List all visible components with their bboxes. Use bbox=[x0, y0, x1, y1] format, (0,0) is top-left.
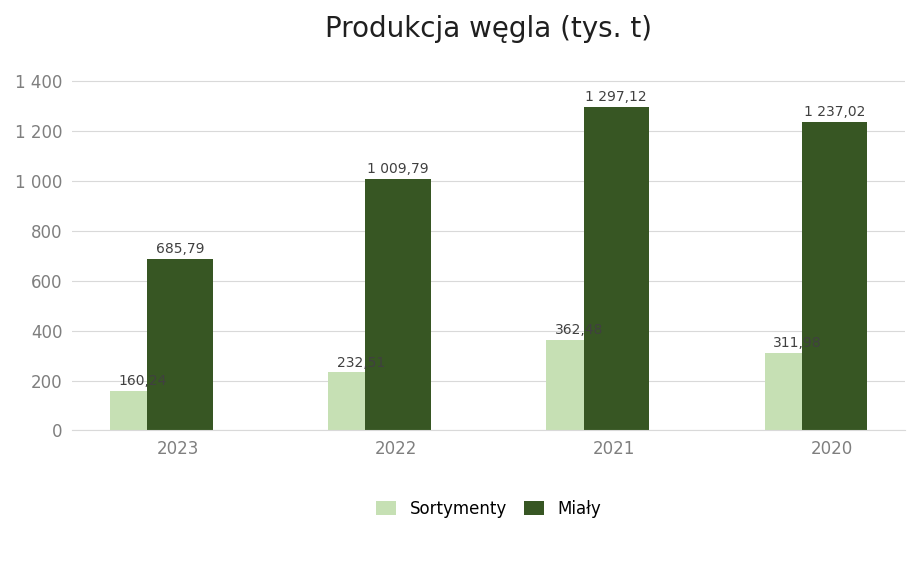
Text: 160,24: 160,24 bbox=[119, 374, 167, 387]
Bar bbox=[800, 122, 867, 430]
Bar bbox=[583, 107, 648, 430]
Bar bbox=[546, 340, 611, 430]
Text: 232,51: 232,51 bbox=[336, 356, 385, 369]
Bar bbox=[365, 179, 430, 430]
Title: Produkcja węgla (tys. t): Produkcja węgla (tys. t) bbox=[324, 15, 652, 43]
Bar bbox=[110, 390, 176, 430]
Bar bbox=[328, 372, 393, 430]
Text: 311,98: 311,98 bbox=[772, 336, 821, 350]
Text: 1 297,12: 1 297,12 bbox=[584, 90, 646, 104]
Text: 1 237,02: 1 237,02 bbox=[803, 105, 864, 119]
Text: 1 009,79: 1 009,79 bbox=[367, 162, 428, 176]
Text: 685,79: 685,79 bbox=[155, 242, 204, 256]
Text: 362,48: 362,48 bbox=[554, 323, 603, 337]
Bar bbox=[147, 259, 212, 430]
Legend: Sortymenty, Miały: Sortymenty, Miały bbox=[368, 491, 608, 526]
Bar bbox=[764, 353, 829, 430]
